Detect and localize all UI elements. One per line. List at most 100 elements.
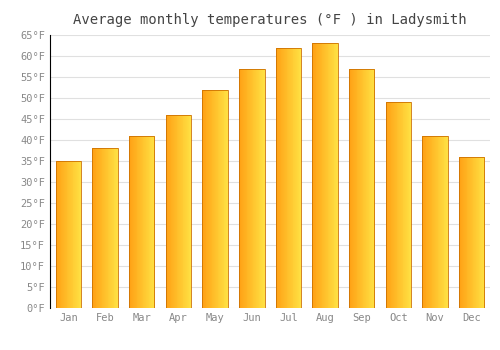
Bar (150, 136, 151, 308)
Bar (474, 157, 475, 308)
Bar (173, 115, 174, 308)
Bar (442, 136, 444, 308)
Bar (246, 69, 248, 308)
Bar (263, 69, 264, 308)
Bar (441, 136, 442, 308)
Bar (206, 90, 208, 308)
Bar (364, 69, 365, 308)
Bar (319, 43, 320, 308)
Bar (295, 48, 296, 308)
Bar (288, 48, 290, 308)
Bar (65, 161, 66, 308)
Bar (92, 148, 93, 308)
Bar (325, 43, 326, 308)
Bar (405, 102, 406, 308)
Bar (104, 148, 105, 308)
Bar (133, 136, 134, 308)
Bar (64, 161, 65, 308)
Bar (100, 148, 101, 308)
Bar (361, 69, 362, 308)
Bar (239, 69, 264, 308)
Bar (394, 102, 395, 308)
Bar (254, 69, 255, 308)
Bar (111, 148, 112, 308)
Bar (169, 115, 170, 308)
Bar (56, 161, 81, 308)
Bar (239, 69, 240, 308)
Bar (106, 148, 107, 308)
Bar (210, 90, 212, 308)
Bar (99, 148, 100, 308)
Bar (388, 102, 389, 308)
Bar (359, 69, 360, 308)
Bar (373, 69, 374, 308)
Bar (117, 148, 118, 308)
Bar (462, 157, 463, 308)
Bar (78, 161, 80, 308)
Bar (114, 148, 116, 308)
Bar (94, 148, 95, 308)
Bar (176, 115, 178, 308)
Bar (422, 136, 423, 308)
Bar (336, 43, 337, 308)
Bar (220, 90, 221, 308)
Bar (430, 136, 431, 308)
Bar (406, 102, 407, 308)
Bar (72, 161, 74, 308)
Bar (324, 43, 325, 308)
Bar (477, 157, 478, 308)
Bar (100, 148, 102, 308)
Bar (216, 90, 218, 308)
Bar (387, 102, 388, 308)
Bar (172, 115, 174, 308)
Bar (326, 43, 327, 308)
Bar (337, 43, 338, 308)
Bar (227, 90, 228, 308)
Bar (208, 90, 209, 308)
Bar (365, 69, 366, 308)
Bar (96, 148, 98, 308)
Bar (472, 157, 474, 308)
Bar (62, 161, 64, 308)
Bar (390, 102, 392, 308)
Bar (186, 115, 187, 308)
Bar (285, 48, 286, 308)
Bar (386, 102, 388, 308)
Bar (426, 136, 428, 308)
Bar (144, 136, 145, 308)
Bar (250, 69, 251, 308)
Bar (222, 90, 223, 308)
Bar (214, 90, 215, 308)
Bar (298, 48, 300, 308)
Bar (320, 43, 321, 308)
Bar (393, 102, 394, 308)
Bar (332, 43, 333, 308)
Bar (226, 90, 227, 308)
Bar (372, 69, 373, 308)
Bar (475, 157, 476, 308)
Bar (94, 148, 96, 308)
Bar (460, 157, 462, 308)
Bar (300, 48, 301, 308)
Bar (404, 102, 406, 308)
Bar (435, 136, 436, 308)
Bar (296, 48, 297, 308)
Bar (284, 48, 285, 308)
Bar (367, 69, 368, 308)
Bar (297, 48, 298, 308)
Bar (180, 115, 181, 308)
Bar (313, 43, 314, 308)
Bar (110, 148, 111, 308)
Bar (392, 102, 394, 308)
Bar (185, 115, 186, 308)
Bar (459, 157, 484, 308)
Bar (447, 136, 448, 308)
Bar (210, 90, 211, 308)
Bar (395, 102, 396, 308)
Bar (244, 69, 245, 308)
Bar (349, 69, 350, 308)
Bar (112, 148, 113, 308)
Bar (179, 115, 180, 308)
Bar (182, 115, 184, 308)
Bar (212, 90, 214, 308)
